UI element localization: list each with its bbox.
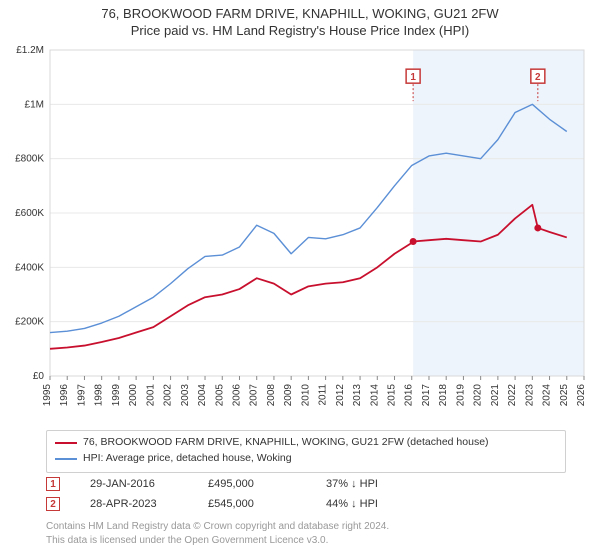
trade-price-2: £545,000 bbox=[208, 498, 296, 510]
chart-area: £0 £200K £400K £600K £800K £1M £1.2M 1995 1996 19… bbox=[0, 44, 600, 424]
svg-text:2: 2 bbox=[535, 72, 541, 83]
trade-date-1: 29-JAN-2016 bbox=[90, 478, 178, 490]
svg-text:2013: 2013 bbox=[352, 384, 363, 407]
svg-text:2001: 2001 bbox=[145, 384, 156, 407]
trade-pct-1: 37% ↓ HPI bbox=[326, 478, 414, 490]
svg-text:2020: 2020 bbox=[473, 384, 484, 407]
svg-text:£800K: £800K bbox=[15, 154, 44, 165]
svg-text:2005: 2005 bbox=[214, 384, 225, 407]
svg-text:2002: 2002 bbox=[163, 384, 174, 407]
svg-text:£1.2M: £1.2M bbox=[16, 45, 44, 56]
price-chart: £0 £200K £400K £600K £800K £1M £1.2M 1995 1996 19… bbox=[0, 44, 600, 424]
svg-text:2017: 2017 bbox=[421, 384, 432, 407]
svg-text:1: 1 bbox=[410, 72, 416, 83]
svg-text:2011: 2011 bbox=[318, 384, 329, 406]
svg-text:2004: 2004 bbox=[197, 384, 208, 407]
trade-date-2: 28-APR-2023 bbox=[90, 498, 178, 510]
legend-item-hpi: HPI: Average price, detached house, Woki… bbox=[55, 451, 557, 467]
legend: 76, BROOKWOOD FARM DRIVE, KNAPHILL, WOKI… bbox=[46, 430, 566, 473]
svg-text:2019: 2019 bbox=[455, 384, 466, 407]
legend-item-price-paid: 76, BROOKWOOD FARM DRIVE, KNAPHILL, WOKI… bbox=[55, 435, 557, 451]
title-line-1: 76, BROOKWOOD FARM DRIVE, KNAPHILL, WOKI… bbox=[0, 6, 600, 21]
svg-text:2000: 2000 bbox=[128, 384, 139, 407]
svg-text:2026: 2026 bbox=[576, 384, 587, 407]
svg-text:2014: 2014 bbox=[369, 384, 380, 407]
legend-swatch-1 bbox=[55, 442, 77, 444]
svg-text:2025: 2025 bbox=[559, 384, 570, 407]
trade-marker-2: 2 bbox=[46, 497, 60, 511]
footer-line-1: Contains HM Land Registry data © Crown c… bbox=[46, 520, 566, 534]
svg-text:£200K: £200K bbox=[15, 317, 44, 328]
svg-text:2007: 2007 bbox=[249, 384, 260, 407]
svg-text:£1M: £1M bbox=[25, 99, 44, 110]
footer-attribution: Contains HM Land Registry data © Crown c… bbox=[46, 520, 566, 547]
svg-text:2015: 2015 bbox=[387, 384, 398, 407]
svg-text:2003: 2003 bbox=[180, 384, 191, 407]
svg-text:1999: 1999 bbox=[111, 384, 122, 407]
footer-line-2: This data is licensed under the Open Gov… bbox=[46, 534, 566, 548]
trade-pct-2: 44% ↓ HPI bbox=[326, 498, 414, 510]
svg-text:2009: 2009 bbox=[283, 384, 294, 407]
table-row: 2 28-APR-2023 £545,000 44% ↓ HPI bbox=[46, 494, 566, 514]
svg-text:2021: 2021 bbox=[490, 384, 501, 407]
table-row: 1 29-JAN-2016 £495,000 37% ↓ HPI bbox=[46, 474, 566, 494]
svg-text:£0: £0 bbox=[33, 371, 45, 382]
svg-text:2010: 2010 bbox=[300, 384, 311, 407]
arrow-down-icon: ↓ bbox=[351, 498, 357, 510]
svg-text:2008: 2008 bbox=[266, 384, 277, 407]
legend-label-1: 76, BROOKWOOD FARM DRIVE, KNAPHILL, WOKI… bbox=[83, 435, 489, 451]
svg-text:2018: 2018 bbox=[438, 384, 449, 407]
title-line-2: Price paid vs. HM Land Registry's House … bbox=[0, 23, 600, 38]
legend-label-2: HPI: Average price, detached house, Woki… bbox=[83, 451, 292, 467]
svg-text:2006: 2006 bbox=[231, 384, 242, 407]
svg-text:£400K: £400K bbox=[15, 262, 44, 273]
svg-text:£600K: £600K bbox=[15, 208, 44, 219]
svg-text:2022: 2022 bbox=[507, 384, 518, 407]
svg-text:2012: 2012 bbox=[335, 384, 346, 407]
svg-text:1995: 1995 bbox=[42, 384, 53, 407]
svg-text:2016: 2016 bbox=[404, 384, 415, 407]
svg-text:1998: 1998 bbox=[94, 384, 105, 407]
svg-text:1996: 1996 bbox=[59, 384, 70, 407]
arrow-down-icon: ↓ bbox=[351, 478, 357, 490]
transactions-table: 1 29-JAN-2016 £495,000 37% ↓ HPI 2 28-AP… bbox=[46, 474, 566, 514]
svg-text:2024: 2024 bbox=[542, 384, 553, 407]
title-block: 76, BROOKWOOD FARM DRIVE, KNAPHILL, WOKI… bbox=[0, 0, 600, 38]
svg-text:1997: 1997 bbox=[76, 384, 87, 407]
svg-text:2023: 2023 bbox=[524, 384, 535, 407]
page-root: 76, BROOKWOOD FARM DRIVE, KNAPHILL, WOKI… bbox=[0, 0, 600, 560]
trade-price-1: £495,000 bbox=[208, 478, 296, 490]
trade-marker-1: 1 bbox=[46, 477, 60, 491]
legend-swatch-2 bbox=[55, 458, 77, 460]
